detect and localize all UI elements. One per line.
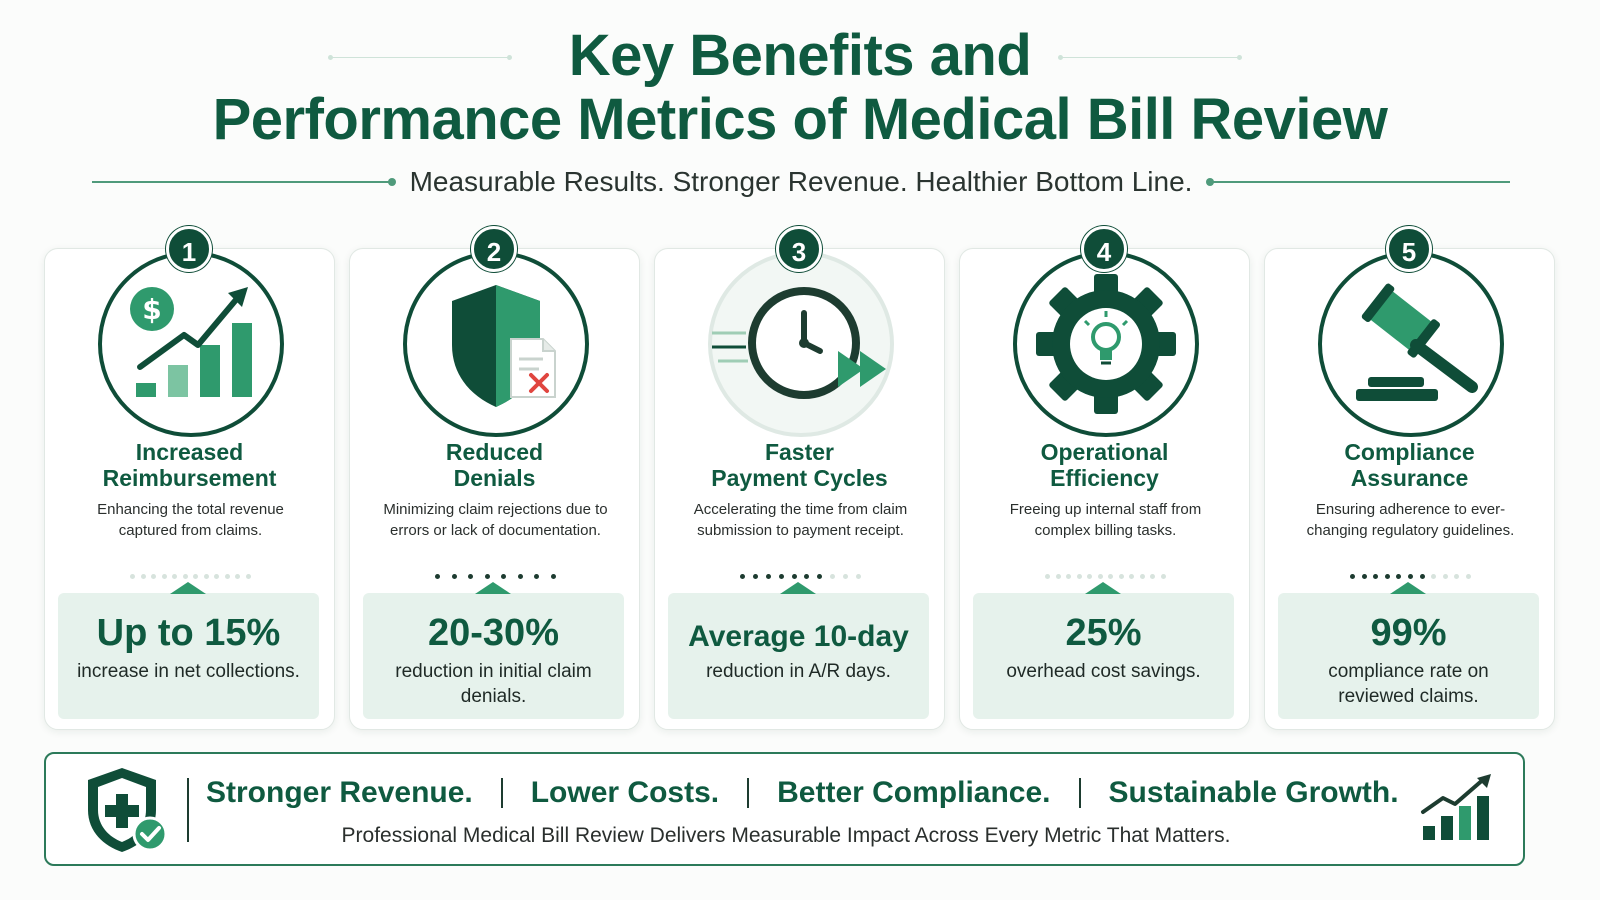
card-title-line2: Efficiency (1050, 465, 1159, 491)
dot-divider (740, 574, 861, 580)
benefit-cards: $ 1 Increased Reimbursement Enhancing th… (44, 226, 1560, 730)
card-title: Compliance Assurance (1265, 439, 1554, 491)
page-title-line2: Performance Metrics of Medical Bill Revi… (212, 87, 1388, 152)
step-number-badge: 2 (471, 226, 517, 272)
title-rule-left (328, 55, 512, 60)
metric-box: Up to 15% increase in net collections. (58, 582, 319, 719)
title-rule-right (1058, 55, 1242, 60)
dot-divider (1350, 574, 1471, 580)
page-title-line1: Key Benefits and (568, 23, 1032, 88)
step-number-badge: 3 (776, 226, 822, 272)
page-title: Key Benefits and Performance Metrics of … (0, 24, 1600, 152)
metric-text: compliance rate on reviewed claims. (1328, 661, 1489, 707)
card-description: Ensuring adherence to ever-changing regu… (1306, 501, 1515, 539)
benefit-card-payment-cycles: 3 Faster Payment Cycles Accelerating the… (654, 226, 945, 730)
headline-divider (1078, 778, 1081, 808)
icon-ring (403, 251, 589, 437)
metric-value: Average 10-day (688, 620, 909, 653)
metric-value: 20-30% (428, 612, 559, 654)
card-title-line2: Payment Cycles (711, 465, 888, 491)
card-title-line2: Reimbursement (102, 465, 277, 491)
card-title-line2: Denials (453, 465, 536, 491)
card-title: Faster Payment Cycles (655, 439, 944, 491)
metric-box: 99% compliance rate on reviewed claims. (1278, 582, 1539, 719)
shield-document-denied-icon (452, 285, 556, 407)
metric-text: reduction in initial claim denials. (395, 661, 592, 707)
svg-text:$: $ (142, 293, 161, 326)
card-title-line1: Operational (1040, 439, 1169, 465)
metric-value: 25% (1065, 612, 1142, 654)
growth-bars-icon (1421, 774, 1491, 840)
footer-headline: Stronger Revenue. Lower Costs. Better Co… (206, 774, 1406, 812)
subtitle-rule-right (1206, 178, 1511, 186)
icon-ring (708, 251, 894, 437)
card-description: Accelerating the time from claim submiss… (693, 501, 908, 539)
metric-value: 99% (1370, 612, 1447, 654)
benefit-card-efficiency: 4 Operational Efficiency Freeing up inte… (959, 226, 1250, 730)
icon-ring (1013, 251, 1199, 437)
benefit-card-compliance: 5 Compliance Assurance Ensuring adherenc… (1264, 226, 1555, 730)
footer-headline-item: Sustainable Growth. (1108, 776, 1399, 809)
card-title-line1: Faster (764, 439, 835, 465)
dot-divider (435, 574, 556, 580)
footer-headline-item: Stronger Revenue. (206, 776, 473, 809)
summary-banner: Stronger Revenue. Lower Costs. Better Co… (44, 752, 1525, 866)
metric-box: 20-30% reduction in initial claim denial… (363, 582, 624, 719)
card-description: Enhancing the total revenue captured fro… (97, 501, 284, 539)
card-title: Reduced Denials (350, 439, 639, 491)
card-title-line1: Reduced (445, 439, 544, 465)
step-number-badge: 5 (1386, 226, 1432, 272)
page-subtitle: Measurable Results. Stronger Revenue. He… (409, 166, 1193, 197)
subtitle-row: Measurable Results. Stronger Revenue. He… (92, 162, 1511, 202)
card-title-line1: Compliance (1344, 439, 1475, 465)
footer-headline-item: Better Compliance. (777, 776, 1051, 809)
revenue-growth-chart-icon: $ (130, 287, 252, 397)
card-title: Increased Reimbursement (45, 439, 334, 491)
metric-text: overhead cost savings. (1006, 661, 1201, 682)
headline-divider (747, 778, 750, 808)
metric-box: Average 10-day reduction in A/R days. (668, 582, 929, 719)
dot-divider (1045, 574, 1166, 580)
gear-lightbulb-icon (1036, 274, 1176, 414)
gavel-icon (1356, 283, 1478, 401)
dot-divider (130, 574, 251, 580)
icon-ring: $ (98, 251, 284, 437)
card-title: Operational Efficiency (960, 439, 1249, 491)
metric-box: 25% overhead cost savings. (973, 582, 1234, 719)
card-title-line1: Increased (135, 439, 244, 465)
footer-headline-item: Lower Costs. (530, 776, 720, 809)
subtitle-rule-left (92, 178, 396, 186)
icon-ring (1318, 251, 1504, 437)
headline-divider (500, 778, 503, 808)
benefit-card-reimbursement: $ 1 Increased Reimbursement Enhancing th… (44, 226, 335, 730)
benefit-card-denials: 2 Reduced Denials Minimizing claim rejec… (349, 226, 640, 730)
fast-clock-icon (712, 287, 886, 399)
footer-separator (187, 778, 189, 842)
metric-value: Up to 15% (96, 612, 281, 654)
metric-text: reduction in A/R days. (706, 661, 891, 682)
card-description: Freeing up internal staff from complex b… (1009, 501, 1202, 539)
step-number-badge: 1 (166, 226, 212, 272)
card-title-line2: Assurance (1350, 465, 1469, 491)
card-description: Minimizing claim rejections due to error… (383, 501, 608, 539)
metric-text: increase in net collections. (77, 661, 300, 682)
medical-shield-check-icon (88, 768, 168, 852)
footer-tagline: Professional Medical Bill Review Deliver… (341, 824, 1231, 847)
step-number-badge: 4 (1081, 226, 1127, 272)
